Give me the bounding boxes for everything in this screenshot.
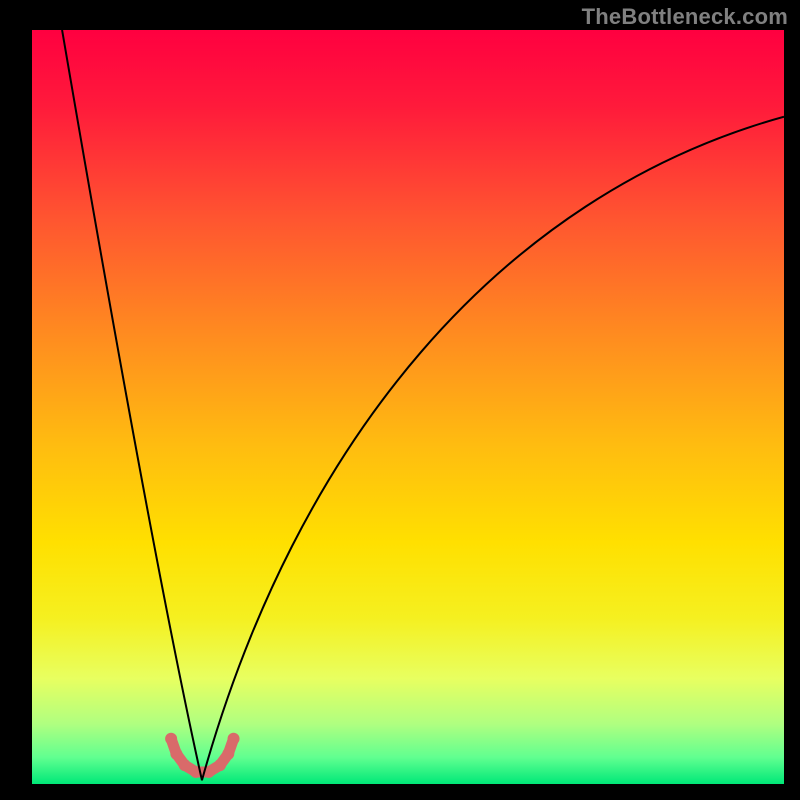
chart-border	[0, 784, 800, 800]
watermark-label: TheBottleneck.com	[582, 4, 788, 30]
bottleneck-curve	[62, 30, 784, 780]
plot-area	[32, 30, 784, 784]
chart-border	[0, 0, 32, 800]
minimum-band	[165, 733, 239, 778]
chart-frame: TheBottleneck.com	[0, 0, 800, 800]
chart-svg	[32, 30, 784, 784]
chart-border	[784, 0, 800, 800]
